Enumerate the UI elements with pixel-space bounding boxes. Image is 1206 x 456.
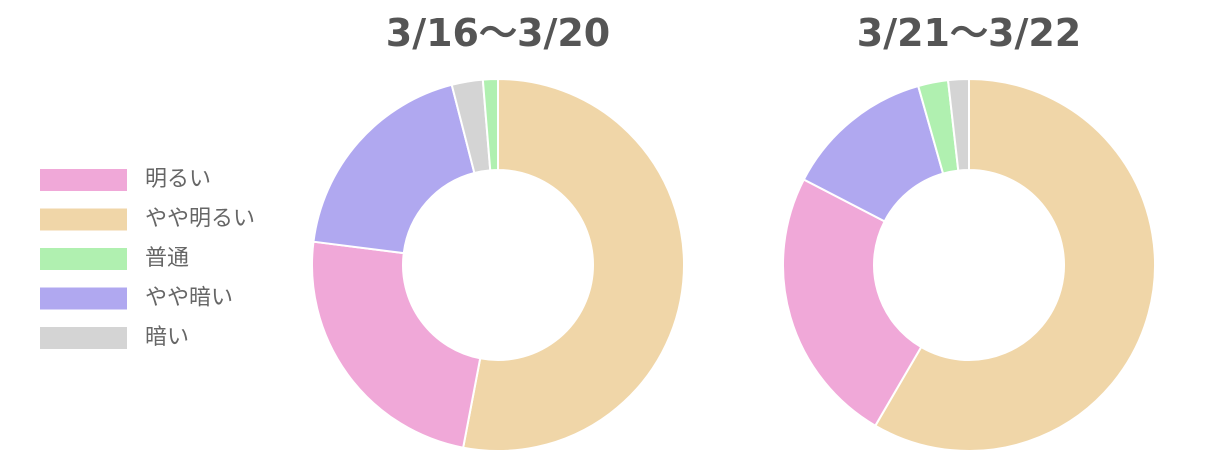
donut-segment [481, 77, 499, 172]
donut-segment [312, 83, 476, 255]
legend-swatch [40, 248, 127, 270]
legend-label: やや暗い [145, 286, 233, 311]
legend-label: 普通 [145, 246, 189, 271]
chart-title: 3/21〜3/22 [857, 11, 1081, 55]
legend-swatch [40, 208, 127, 231]
donut-segment [946, 77, 970, 172]
legend-label: やや明るい [145, 207, 255, 232]
donut-segment [311, 240, 482, 449]
legend-swatch [40, 327, 127, 349]
legend-swatch [40, 169, 127, 191]
donut-segment [782, 178, 923, 428]
donut-segment [461, 77, 686, 452]
legend-swatch [40, 287, 127, 310]
legend-label: 暗い [145, 325, 189, 350]
chart-title: 3/16〜3/20 [386, 11, 610, 55]
legend-label: 明るい [145, 167, 211, 192]
donut-segment [873, 77, 1156, 452]
